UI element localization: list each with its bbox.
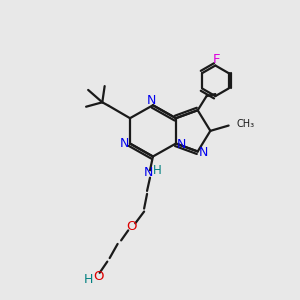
Text: F: F (213, 53, 220, 66)
Text: N: N (176, 139, 186, 152)
Text: CH₃: CH₃ (237, 119, 255, 129)
Text: O: O (93, 270, 104, 283)
Text: H: H (84, 273, 93, 286)
Text: N: N (147, 94, 156, 107)
Text: O: O (127, 220, 137, 233)
Text: N: N (120, 137, 129, 150)
Text: N: N (198, 146, 208, 159)
Text: H: H (153, 164, 162, 177)
Text: N: N (144, 167, 153, 179)
